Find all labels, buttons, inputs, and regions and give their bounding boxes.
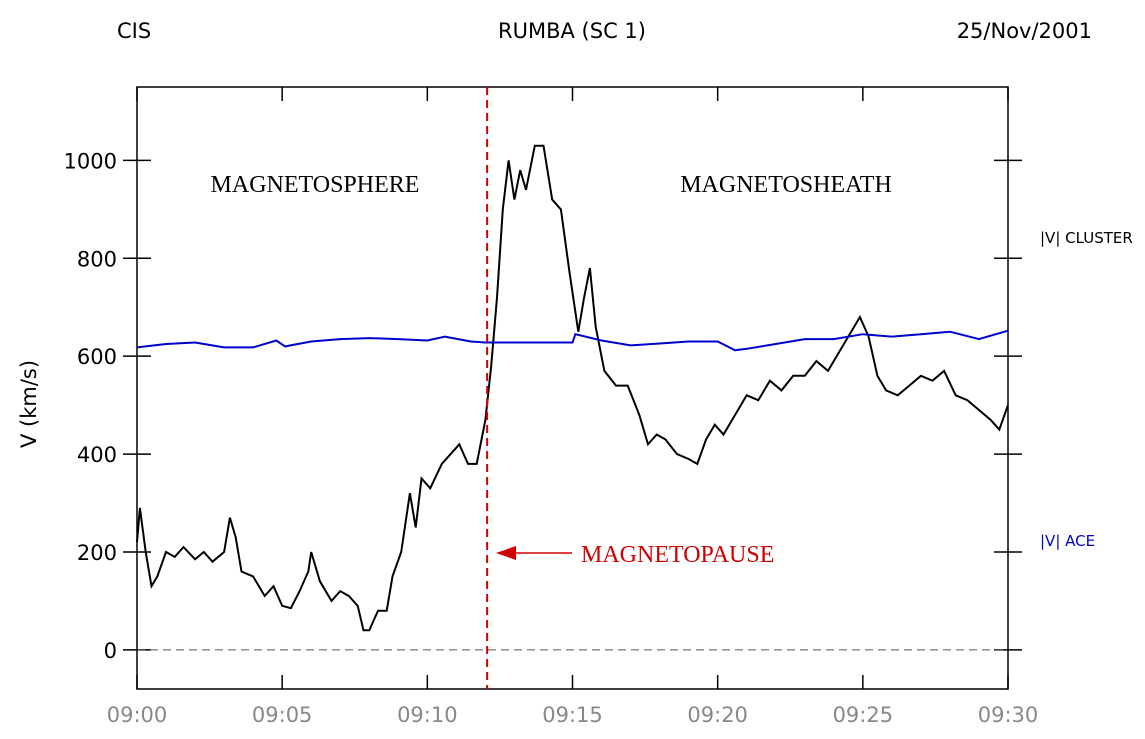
x-tick-label: 09:15 [542, 703, 603, 727]
y-tick-label: 0 [104, 639, 117, 663]
x-tick-label: 09:05 [252, 703, 313, 727]
x-tick-label: 09:25 [833, 703, 894, 727]
series-line [136, 144, 1009, 632]
x-tick-label: 09:30 [978, 703, 1039, 727]
annotation: MAGNETOSHEATH [680, 172, 892, 198]
legend-label: |V| CLUSTER [1040, 229, 1133, 247]
x-tick-label: 09:10 [397, 703, 458, 727]
y-tick-label: 800 [77, 247, 117, 271]
legend-label: |V| ACE [1040, 532, 1095, 550]
series-line [136, 329, 1009, 352]
y-tick-label: 1000 [64, 149, 117, 173]
y-tick-label: 400 [77, 443, 117, 467]
y-tick-label: 200 [77, 541, 117, 565]
header-left: CIS [117, 19, 151, 43]
annotation: MAGNETOSPHERE [211, 172, 420, 198]
annotation: MAGNETOPAUSE [581, 542, 774, 568]
y-axis-label: V (km/s) [17, 360, 41, 448]
x-tick-label: 09:20 [687, 703, 748, 727]
y-tick-label: 600 [77, 345, 117, 369]
arrow-head [496, 546, 516, 560]
chart-title: RUMBA (SC 1) [498, 19, 646, 43]
header-right: 25/Nov/2001 [957, 19, 1092, 43]
x-tick-label: 09:00 [107, 703, 168, 727]
